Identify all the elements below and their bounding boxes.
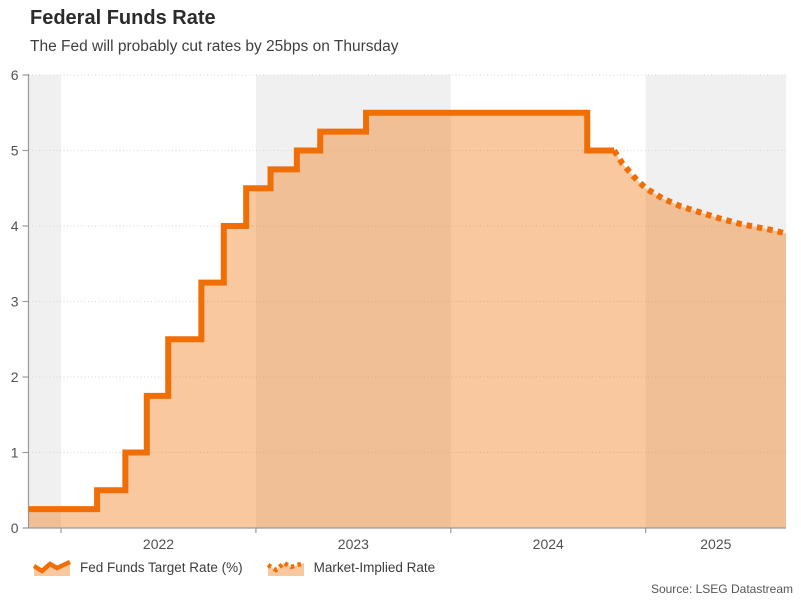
legend: Fed Funds Target Rate (%) Market-Implied… <box>33 557 435 577</box>
axis-tick-labels: 0 1 2 3 4 5 6 2022 2023 2024 2025 <box>11 67 732 552</box>
svg-text:0: 0 <box>11 520 19 536</box>
svg-text:1: 1 <box>11 445 19 461</box>
svg-text:2024: 2024 <box>533 536 564 552</box>
source-note: Source: LSEG Datastream <box>650 582 793 596</box>
chart-subtitle: The Fed will probably cut rates by 25bps… <box>30 38 399 55</box>
implied-rate-line <box>611 148 787 237</box>
legend-label-target-rate: Fed Funds Target Rate (%) <box>80 559 243 575</box>
legend-item-target-rate: Fed Funds Target Rate (%) <box>33 557 243 577</box>
target-rate-line <box>28 109 615 513</box>
svg-text:2: 2 <box>11 369 19 385</box>
svg-text:2025: 2025 <box>700 536 731 552</box>
svg-text:2022: 2022 <box>143 536 174 552</box>
legend-label-implied-rate: Market-Implied Rate <box>313 559 436 575</box>
svg-text:6: 6 <box>11 67 19 83</box>
gridlines <box>28 74 786 454</box>
svg-text:2023: 2023 <box>338 536 369 552</box>
svg-text:5: 5 <box>11 143 19 159</box>
svg-text:3: 3 <box>11 294 19 310</box>
chart-title: Federal Funds Rate <box>30 7 216 29</box>
svg-text:4: 4 <box>11 218 19 234</box>
rate-area-fill <box>28 112 786 528</box>
solid-line-area-legend-icon <box>33 559 71 576</box>
dotted-line-area-legend-icon <box>266 560 305 576</box>
legend-item-implied-rate: Market-Implied Rate <box>266 557 436 577</box>
axes <box>22 74 786 533</box>
